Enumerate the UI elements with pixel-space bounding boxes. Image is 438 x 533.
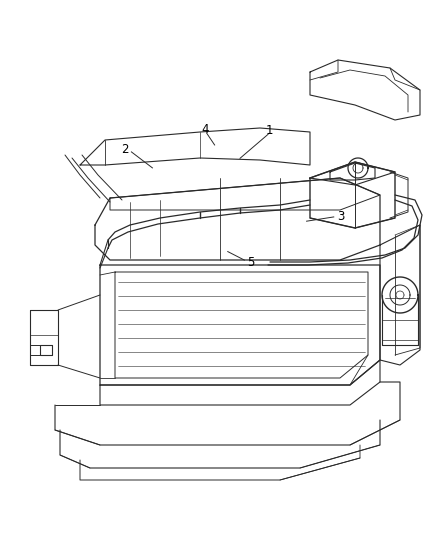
Text: 2: 2 xyxy=(121,143,129,156)
Text: 1: 1 xyxy=(265,124,273,137)
Text: 3: 3 xyxy=(337,211,344,223)
Text: 4: 4 xyxy=(201,123,209,136)
Text: 5: 5 xyxy=(247,256,254,269)
